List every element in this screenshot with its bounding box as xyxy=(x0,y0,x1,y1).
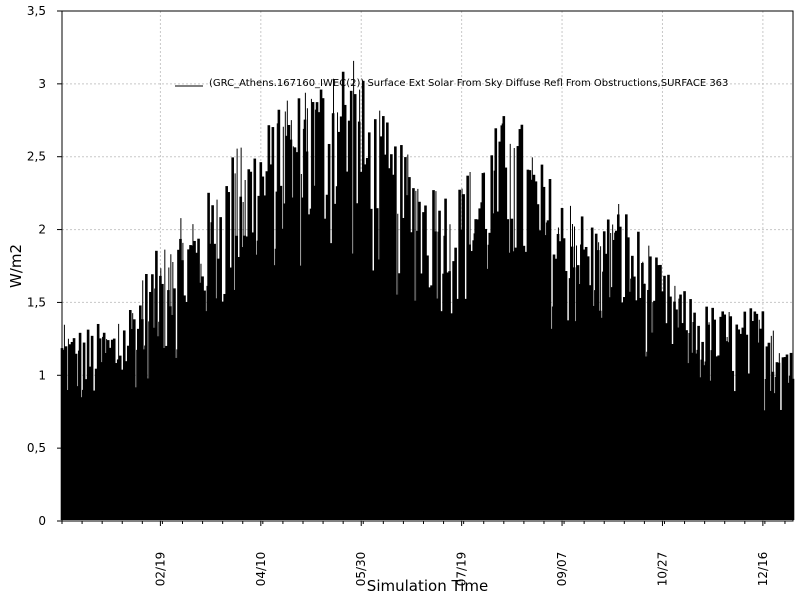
legend: (GRC_Athens.167160_IWEC(2)) Surface Ext … xyxy=(175,78,728,89)
x-axis: 02/19 04/10 05/30 07/19 09/07 10/27 12/16 xyxy=(61,521,786,587)
y-tick-label: 2 xyxy=(38,223,46,237)
x-tick-label: 02/19 xyxy=(153,552,167,587)
x-tick-label: 09/07 xyxy=(555,552,569,587)
y-tick-label: 0 xyxy=(38,514,46,528)
plot-frame xyxy=(61,10,794,522)
y-axis-title: W/m2 xyxy=(7,244,25,288)
x-axis-title: Simulation Time xyxy=(367,577,488,595)
x-tick-label: 05/30 xyxy=(354,552,368,587)
x-tick-label: 07/19 xyxy=(455,552,469,587)
legend-label: (GRC_Athens.167160_IWEC(2)) Surface Ext … xyxy=(209,78,728,89)
y-tick-label: 3,5 xyxy=(27,4,46,18)
y-tick-label: 3 xyxy=(38,77,46,91)
x-tick-label: 10/27 xyxy=(655,552,669,587)
y-tick-label: 1 xyxy=(38,368,46,382)
series-area xyxy=(60,60,795,521)
y-axis: 0 0,5 1 1,5 2 2,5 3 3,5 xyxy=(27,4,62,528)
x-tick-label: 04/10 xyxy=(254,552,268,587)
series-baseline xyxy=(63,494,792,520)
y-tick-label: 0,5 xyxy=(27,441,46,455)
x-tick-label: 12/16 xyxy=(756,552,770,587)
y-tick-label: 1,5 xyxy=(27,295,46,309)
y-tick-label: 2,5 xyxy=(27,150,46,164)
